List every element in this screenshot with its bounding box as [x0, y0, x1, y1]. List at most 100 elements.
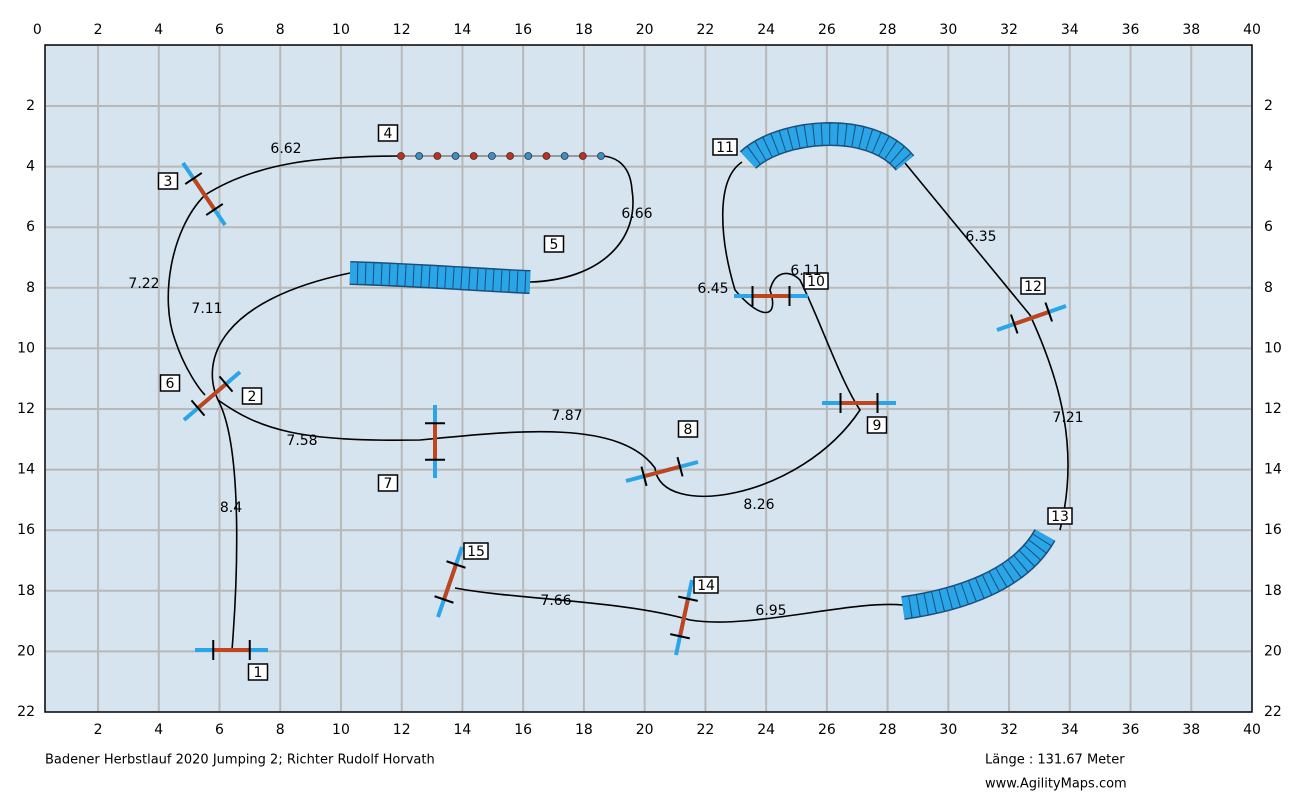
x-tick-label: 16 [514, 22, 532, 38]
y-tick-label: 10 [1264, 340, 1282, 356]
distance-label: 6.35 [965, 229, 996, 245]
number-box [1020, 277, 1046, 295]
y-tick-label: 22 [17, 704, 35, 720]
x-tick-label: 10 [332, 722, 350, 738]
x-tick-label: 24 [757, 22, 775, 38]
y-tick-label: 18 [17, 583, 35, 599]
obstacle-number: 6 [166, 376, 175, 392]
x-tick-label: 26 [818, 722, 836, 738]
x-tick-label: 12 [393, 722, 411, 738]
x-tick-label: 32 [1000, 722, 1018, 738]
obstacle-number: 13 [1051, 509, 1069, 525]
y-tick-label: 14 [1264, 462, 1282, 478]
x-tick-label: 36 [1122, 22, 1140, 38]
x-tick-label: 2 [94, 22, 103, 38]
x-tick-label: 14 [454, 22, 472, 38]
number-box [241, 387, 263, 405]
number-box [712, 138, 738, 156]
x-tick-label: 2 [94, 722, 103, 738]
obstacle-number: 1 [254, 665, 263, 681]
jump-post [1044, 302, 1053, 322]
number-box [803, 272, 829, 290]
x-tick-label: 28 [879, 22, 897, 38]
tunnel [901, 529, 1055, 619]
x-tick-label: 38 [1182, 22, 1200, 38]
obstacle-number: 2 [248, 389, 257, 405]
weave-pole [451, 152, 460, 160]
jump-bar [1013, 310, 1050, 326]
y-tick-label: 2 [1264, 98, 1273, 114]
number-box [543, 235, 565, 253]
number-box [377, 474, 399, 492]
y-tick-label: 18 [1264, 583, 1282, 599]
jump-post [670, 633, 690, 640]
y-tick-label: 10 [17, 340, 35, 356]
jump-bar [678, 598, 690, 637]
distance-label: 8.4 [220, 500, 242, 516]
x-tick-label: 4 [154, 22, 163, 38]
x-tick-label: 22 [696, 22, 714, 38]
number-box [463, 542, 489, 560]
y-tick-label: 4 [1264, 159, 1273, 175]
x-tick-label: 38 [1182, 722, 1200, 738]
obstacle-number: 12 [1024, 279, 1042, 295]
weave-pole [469, 152, 478, 160]
x-tick-label: 32 [1000, 22, 1018, 38]
obstacle-number: 9 [873, 418, 882, 434]
weave-pole [415, 152, 424, 160]
x-tick-label: 4 [154, 722, 163, 738]
y-tick-label: 20 [1264, 643, 1282, 659]
y-tick-label: 16 [17, 522, 35, 538]
distance-label: 6.66 [621, 206, 652, 222]
x-tick-label: 12 [393, 22, 411, 38]
y-tick-label: 2 [26, 98, 35, 114]
field [44, 44, 1253, 713]
course-length: Länge : 131.67 Meter [985, 753, 1125, 768]
x-tick-label: 36 [1122, 722, 1140, 738]
number-box [1047, 507, 1073, 525]
y-tick-label: 6 [1264, 219, 1273, 235]
weave-pole [433, 152, 442, 160]
course-title: Badener Herbstlauf 2020 Jumping 2; Richt… [45, 753, 435, 768]
y-tick-label: 6 [26, 219, 35, 235]
jump-post [678, 595, 698, 602]
x-tick-label: 18 [575, 722, 593, 738]
obstacle-number: 11 [716, 140, 734, 156]
x-tick-label: 6 [215, 22, 224, 38]
weave-pole [597, 152, 605, 160]
distance-label: 7.66 [540, 593, 571, 609]
x-tick-label: 26 [818, 22, 836, 38]
weave-pole [524, 152, 533, 160]
website: www.AgilityMaps.com [985, 777, 1127, 792]
labels: 0 224466881010121214141616181820202222242… [17, 22, 1282, 738]
number-box [159, 374, 181, 392]
distance-label: 7.11 [191, 301, 222, 317]
number-box [157, 172, 179, 190]
course-path [167, 155, 1069, 651]
x-tick-label: 14 [454, 722, 472, 738]
y-tick-label: 8 [1264, 280, 1273, 296]
x-tick-label: 34 [1061, 22, 1079, 38]
distance-label: 6.62 [270, 141, 301, 157]
x-tick-label: 40 [1243, 722, 1261, 738]
jump-post [218, 375, 234, 393]
x-tick-label: 20 [636, 722, 654, 738]
x-tick-label: 30 [939, 22, 957, 38]
x-tick-label: 18 [575, 22, 593, 38]
jump-post [434, 595, 454, 604]
jump-post [676, 456, 684, 477]
obstacle-number: 5 [550, 237, 559, 253]
jump-bar [196, 382, 228, 410]
y-tick-label: 4 [26, 159, 35, 175]
obstacle-number: 15 [467, 544, 485, 560]
obstacle-number: 3 [164, 174, 173, 190]
y-tick-label: 8 [26, 280, 35, 296]
jump-post [184, 172, 203, 185]
y-tick-label: 20 [17, 643, 35, 659]
distance-label: 6.95 [755, 603, 786, 619]
y-tick-label: 14 [17, 462, 35, 478]
jump-post [1010, 314, 1019, 334]
jump-post [190, 399, 206, 417]
distance-label: 7.87 [551, 408, 582, 424]
